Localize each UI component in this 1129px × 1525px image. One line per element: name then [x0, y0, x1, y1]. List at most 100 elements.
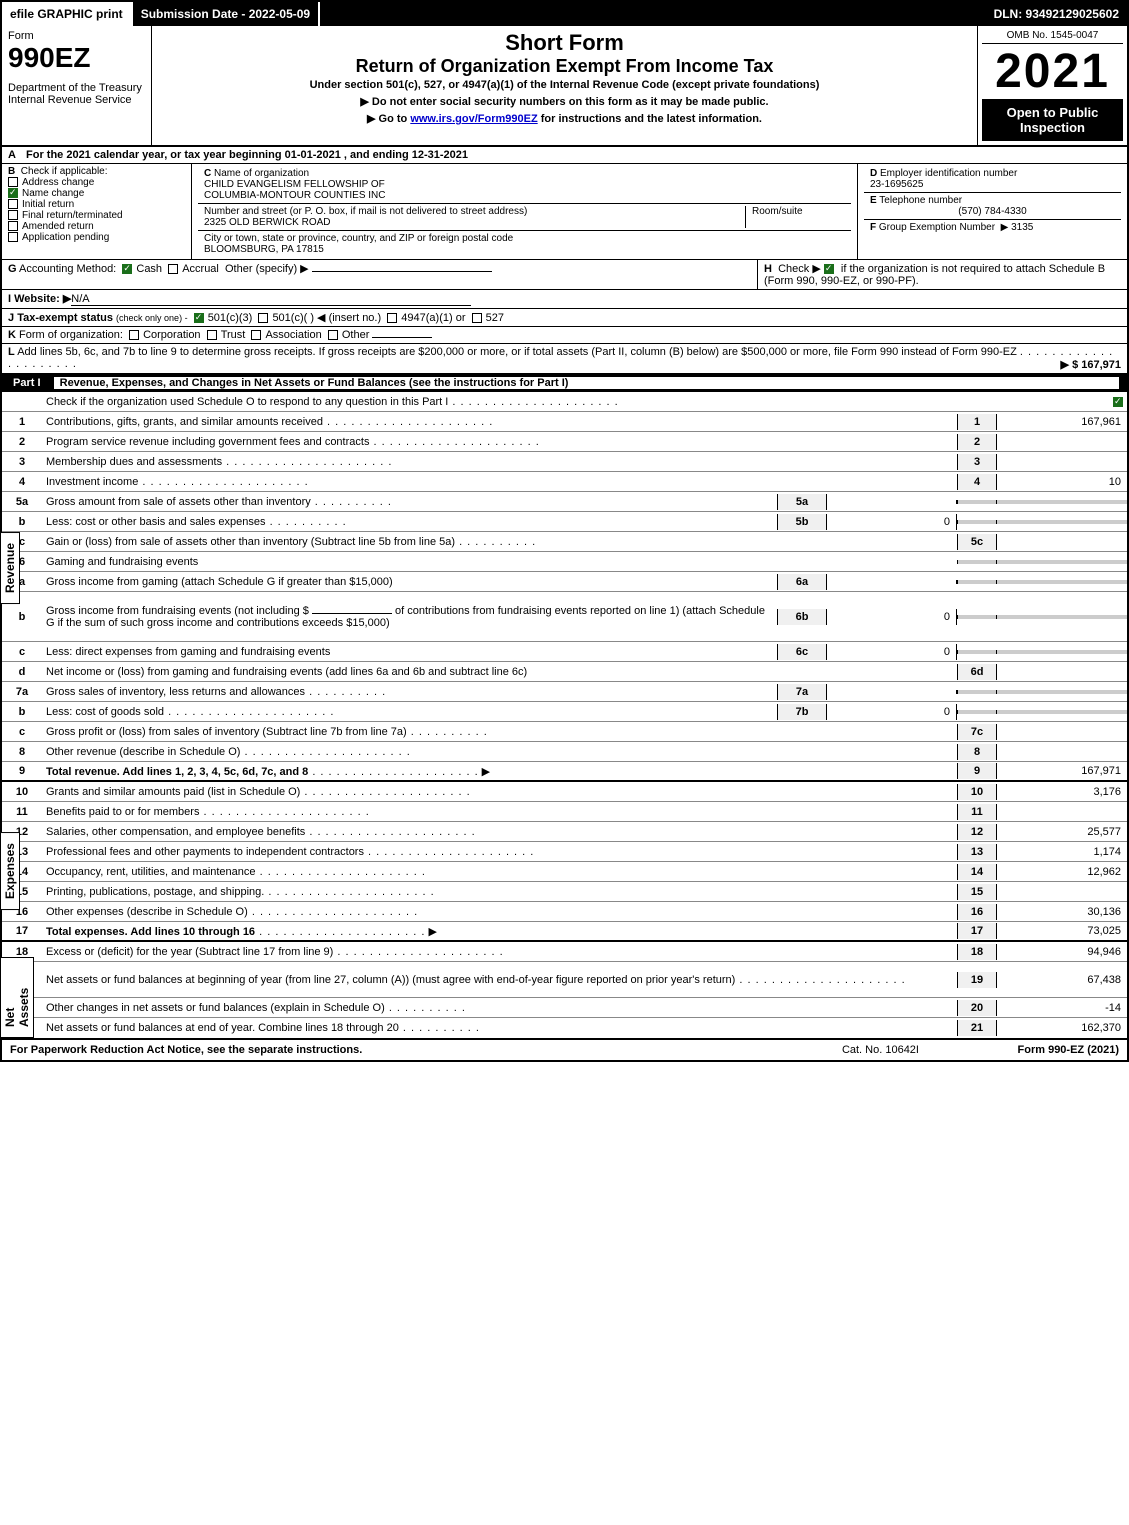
line-7a-value [827, 690, 957, 694]
line-12-desc: Salaries, other compensation, and employ… [46, 826, 305, 838]
website-value: N/A [71, 293, 89, 305]
line-7b-value: 0 [827, 704, 957, 720]
line-21-desc: Net assets or fund balances at end of ye… [46, 1022, 399, 1034]
department-label: Department of the Treasury Internal Reve… [8, 82, 145, 106]
cb-initial-return[interactable]: Initial return [22, 199, 74, 210]
form-header: Form 990EZ Department of the Treasury In… [2, 26, 1127, 147]
omb-number: OMB No. 1545-0047 [982, 30, 1123, 44]
form-ref: Form 990-EZ (2021) [919, 1044, 1119, 1056]
line-15-desc: Printing, publications, postage, and shi… [46, 886, 264, 898]
cb-501c3[interactable]: 501(c)(3) [208, 312, 253, 324]
form-label: Form [8, 30, 145, 42]
dln: DLN: 93492129025602 [986, 2, 1127, 26]
cb-final-return[interactable]: Final return/terminated [22, 210, 123, 221]
line-4-value: 10 [997, 474, 1127, 490]
website-label: Website: ▶ [14, 293, 71, 305]
line-9-value: 167,971 [997, 763, 1127, 779]
org-street: 2325 OLD BERWICK ROAD [204, 217, 331, 228]
page-footer: For Paperwork Reduction Act Notice, see … [2, 1038, 1127, 1060]
line-19-desc: Net assets or fund balances at beginning… [46, 974, 735, 986]
cb-501c[interactable]: 501(c)( ) ◀ (insert no.) [272, 312, 381, 324]
cb-4947[interactable]: 4947(a)(1) or [401, 312, 465, 324]
section-d-e-f: D Employer identification number23-16956… [857, 164, 1127, 259]
line-17-desc: Total expenses. Add lines 10 through 16 [46, 926, 255, 938]
line-9-desc: Total revenue. Add lines 1, 2, 3, 4, 5c,… [46, 766, 308, 778]
line-7c-desc: Gross profit or (loss) from sales of inv… [46, 726, 407, 738]
cb-trust[interactable]: Trust [221, 329, 246, 341]
section-a-text: For the 2021 calendar year, or tax year … [20, 147, 474, 163]
line-5c-desc: Gain or (loss) from sale of assets other… [46, 536, 455, 548]
line-17-value: 73,025 [997, 923, 1127, 939]
line-6c-desc: Less: direct expenses from gaming and fu… [46, 646, 330, 658]
cb-other[interactable]: Other (specify) ▶ [225, 263, 309, 275]
line-2-desc: Program service revenue including govern… [46, 436, 369, 448]
line-14-desc: Occupancy, rent, utilities, and maintena… [46, 866, 256, 878]
section-c: C Name of organizationCHILD EVANGELISM F… [192, 164, 857, 259]
line-20-value: -14 [997, 1000, 1127, 1016]
cb-other-org[interactable]: Other [342, 329, 370, 341]
open-to-public: Open to Public Inspection [982, 99, 1123, 141]
line-13-desc: Professional fees and other payments to … [46, 846, 364, 858]
cb-application-pending[interactable]: Application pending [22, 232, 109, 243]
line-2-value [997, 440, 1127, 444]
cb-amended-return[interactable]: Amended return [22, 221, 94, 232]
form-of-org-label: Form of organization: [19, 329, 123, 341]
cat-number: Cat. No. 10642I [842, 1044, 919, 1056]
line-10-value: 3,176 [997, 784, 1127, 800]
line-21-value: 162,370 [997, 1020, 1127, 1036]
accounting-method-label: Accounting Method: [19, 263, 116, 275]
line-4-desc: Investment income [46, 476, 138, 488]
top-bar: efile GRAPHIC print Submission Date - 20… [2, 2, 1127, 26]
line-16-desc: Other expenses (describe in Schedule O) [46, 906, 248, 918]
cb-association[interactable]: Association [265, 329, 321, 341]
cb-corporation[interactable]: Corporation [143, 329, 200, 341]
section-b: B Check if applicable: Address change Na… [2, 164, 192, 259]
line-8-desc: Other revenue (describe in Schedule O) [46, 746, 240, 758]
line-18-desc: Excess or (deficit) for the year (Subtra… [46, 946, 333, 958]
short-form-title: Short Form [156, 30, 973, 56]
org-city: BLOOMSBURG, PA 17815 [204, 244, 324, 255]
ein: 23-1695625 [870, 179, 923, 190]
line-11-value [997, 810, 1127, 814]
line-8-value [997, 750, 1127, 754]
group-exemption: ▶ 3135 [1001, 222, 1034, 233]
paperwork-notice: For Paperwork Reduction Act Notice, see … [10, 1044, 362, 1056]
cb-schedule-o[interactable] [1113, 397, 1123, 407]
line-6d-desc: Net income or (loss) from gaming and fun… [46, 666, 527, 678]
line-10-desc: Grants and similar amounts paid (list in… [46, 786, 300, 798]
cb-address-change[interactable]: Address change [22, 177, 94, 188]
cb-name-change[interactable]: Name change [22, 188, 84, 199]
line-13-value: 1,174 [997, 844, 1127, 860]
cb-527[interactable]: 527 [486, 312, 504, 324]
cb-accrual[interactable]: Accrual [182, 263, 219, 275]
submission-date: Submission Date - 2022-05-09 [133, 2, 320, 26]
line-6b-desc-pre: Gross income from fundraising events (no… [46, 605, 309, 617]
line-5a-value [827, 500, 957, 504]
tax-year: 2021 [982, 44, 1123, 99]
line-6a-desc: Gross income from gaming (attach Schedul… [46, 576, 393, 588]
line-5a-desc: Gross amount from sale of assets other t… [46, 496, 311, 508]
net-assets-side-label: Net Assets [0, 957, 34, 1038]
line-11-desc: Benefits paid to or for members [46, 806, 199, 818]
line-3-value [997, 460, 1127, 464]
part-1-header: Part I Revenue, Expenses, and Changes in… [2, 374, 1127, 392]
line-6-desc: Gaming and fundraising events [42, 554, 957, 570]
efile-label: efile GRAPHIC print [2, 2, 133, 26]
line-5b-value: 0 [827, 514, 957, 530]
schedule-o-check: Check if the organization used Schedule … [42, 394, 1097, 410]
line-1-desc: Contributions, gifts, grants, and simila… [46, 416, 323, 428]
ssn-warning: ▶ Do not enter social security numbers o… [156, 93, 973, 110]
telephone: (570) 784-4330 [870, 206, 1115, 217]
line-1-value: 167,961 [997, 414, 1127, 430]
cb-cash[interactable]: Cash [136, 263, 162, 275]
line-20-desc: Other changes in net assets or fund bala… [46, 1002, 385, 1014]
line-14-value: 12,962 [997, 864, 1127, 880]
line-16-value: 30,136 [997, 904, 1127, 920]
main-title: Return of Organization Exempt From Incom… [156, 56, 973, 77]
line-15-value [997, 890, 1127, 894]
line-5c-value [997, 540, 1127, 544]
line-5b-desc: Less: cost or other basis and sales expe… [46, 516, 266, 528]
line-6a-value [827, 580, 957, 584]
goto-link[interactable]: ▶ Go to www.irs.gov/Form990EZ for instru… [156, 110, 973, 127]
line-7b-desc: Less: cost of goods sold [46, 706, 164, 718]
